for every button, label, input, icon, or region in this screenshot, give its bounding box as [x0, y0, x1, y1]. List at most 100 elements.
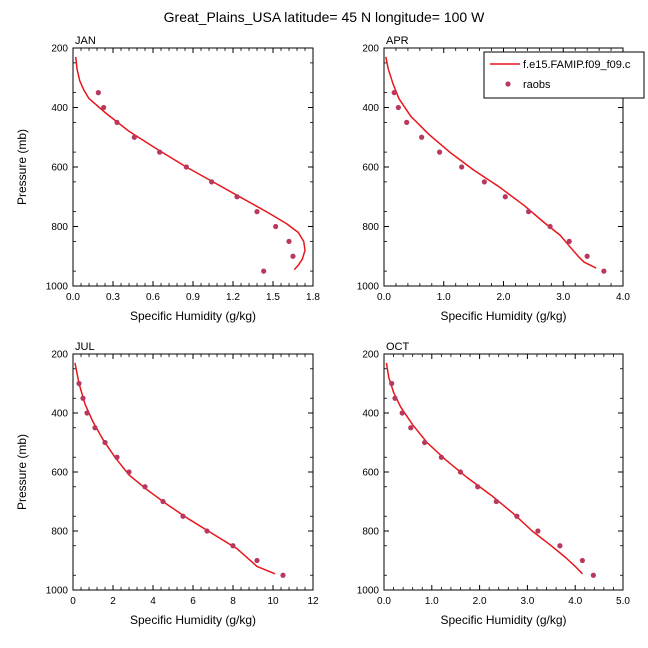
obs-point [566, 238, 572, 244]
figure-title: Great_Plains_USA latitude= 45 N longitud… [164, 9, 485, 25]
obs-point [142, 484, 148, 490]
obs-point [76, 380, 82, 387]
obs-point [389, 380, 395, 387]
obs-point [419, 134, 425, 140]
y-tick-label: 200 [51, 350, 68, 361]
x-tick-label: 4.0 [616, 292, 630, 303]
obs-point [391, 90, 397, 96]
obs-point [579, 557, 585, 564]
x-tick-label: 12 [307, 596, 319, 607]
obs-point [481, 179, 487, 185]
obs-point [404, 119, 410, 125]
x-tick-label: 0.0 [66, 292, 80, 303]
obs-point [92, 425, 98, 431]
obs-point [408, 425, 414, 431]
panel-label: JAN [75, 35, 96, 47]
obs-point [180, 513, 186, 519]
plot-frame [72, 353, 314, 591]
obs-point [157, 149, 163, 155]
panel-oct: OCT 0.0 1.0 2.0 3.0 4.0 5.0 200 400 600 800 1000 Spe… [357, 341, 631, 627]
obs-point [84, 410, 90, 416]
obs-point [395, 104, 401, 111]
model-profile-line [74, 56, 306, 271]
x-tick-label: 4.0 [568, 596, 582, 607]
x-tick-label: 0 [70, 596, 76, 607]
obs-point [514, 513, 520, 519]
y-tick-label: 800 [362, 527, 379, 538]
obs-point [438, 454, 444, 460]
obs-point [230, 543, 236, 549]
obs-point [160, 498, 166, 505]
obs-point [290, 253, 296, 259]
x-axis-label: Specific Humidity (g/kg) [130, 613, 256, 627]
plot-frame [72, 47, 314, 287]
obs-point [254, 209, 260, 215]
obs-point [102, 439, 108, 446]
obs-point [114, 454, 120, 460]
x-tick-label: 0.9 [186, 292, 200, 303]
legend-model-label: f.e15.FAMIP.f09_f09.c [523, 59, 631, 71]
y-tick-label: 800 [51, 222, 68, 233]
x-tick-label: 2.0 [473, 596, 487, 607]
obs-point [590, 572, 596, 578]
y-tick-label: 600 [362, 468, 379, 479]
y-tick-label: 1000 [357, 282, 380, 293]
obs-point [584, 253, 590, 259]
x-axis-label: Specific Humidity (g/kg) [440, 309, 566, 323]
obs-point [209, 179, 215, 185]
legend-box [483, 51, 645, 99]
legend-obs-label: raobs [523, 79, 551, 91]
x-tick-label: 2 [110, 596, 116, 607]
obs-point [286, 238, 292, 244]
obs-point [254, 557, 260, 564]
y-tick-label: 200 [51, 44, 68, 55]
x-tick-label: 0.3 [106, 292, 120, 303]
obs-point [502, 194, 508, 200]
obs-point [535, 528, 541, 534]
obs-point [131, 134, 137, 140]
y-axis-label: Pressure (mb) [15, 434, 29, 510]
y-tick-label: 400 [51, 103, 68, 114]
x-tick-label: 6 [190, 596, 196, 607]
obs-point [547, 223, 553, 230]
x-tick-label: 3.0 [556, 292, 570, 303]
x-tick-label: 8 [230, 596, 236, 607]
y-tick-label: 400 [51, 409, 68, 420]
obs-point [183, 164, 189, 170]
obs-point [436, 149, 443, 155]
x-tick-label: 0.0 [377, 596, 391, 607]
x-tick-label: 1.0 [425, 596, 439, 607]
obs-point [234, 194, 240, 200]
obs-point [399, 410, 405, 416]
panel-jan: JAN 0.0 0.3 0.6 0.9 1.2 1.5 1.8 200 400 600 800 1000… [15, 35, 320, 323]
panel-jul: JUL 0 2 4 6 8 10 12 200 400 600 800 1000 Specific Hum… [15, 341, 319, 627]
obs-point [422, 439, 428, 446]
legend-obs-marker [505, 81, 511, 87]
model-profile-line [385, 362, 583, 575]
panel-apr: APR 0.0 1.0 2.0 3.0 4.0 200 400 600 800 1000 Specif… [357, 35, 631, 323]
y-tick-label: 600 [51, 468, 68, 479]
obs-point [95, 90, 101, 96]
obs-point [557, 543, 563, 549]
legend: f.e15.FAMIP.f09_f09.c raobs [483, 51, 645, 99]
x-tick-label: 2.0 [497, 292, 511, 303]
y-tick-label: 400 [362, 103, 379, 114]
plot-frame [383, 353, 624, 591]
x-tick-label: 3.0 [520, 596, 534, 607]
x-tick-label: 4 [150, 596, 156, 607]
y-tick-label: 1000 [46, 282, 69, 293]
x-tick-label: 10 [267, 596, 279, 607]
y-tick-label: 200 [362, 350, 379, 361]
y-tick-label: 400 [362, 409, 379, 420]
x-axis-label: Specific Humidity (g/kg) [440, 613, 566, 627]
y-tick-label: 200 [362, 44, 379, 55]
x-tick-label: 5.0 [616, 596, 630, 607]
obs-point [601, 268, 607, 274]
obs-point [392, 395, 398, 401]
obs-point [204, 528, 210, 534]
obs-point [475, 484, 481, 490]
obs-point [261, 268, 267, 274]
panel-label: JUL [75, 341, 95, 353]
